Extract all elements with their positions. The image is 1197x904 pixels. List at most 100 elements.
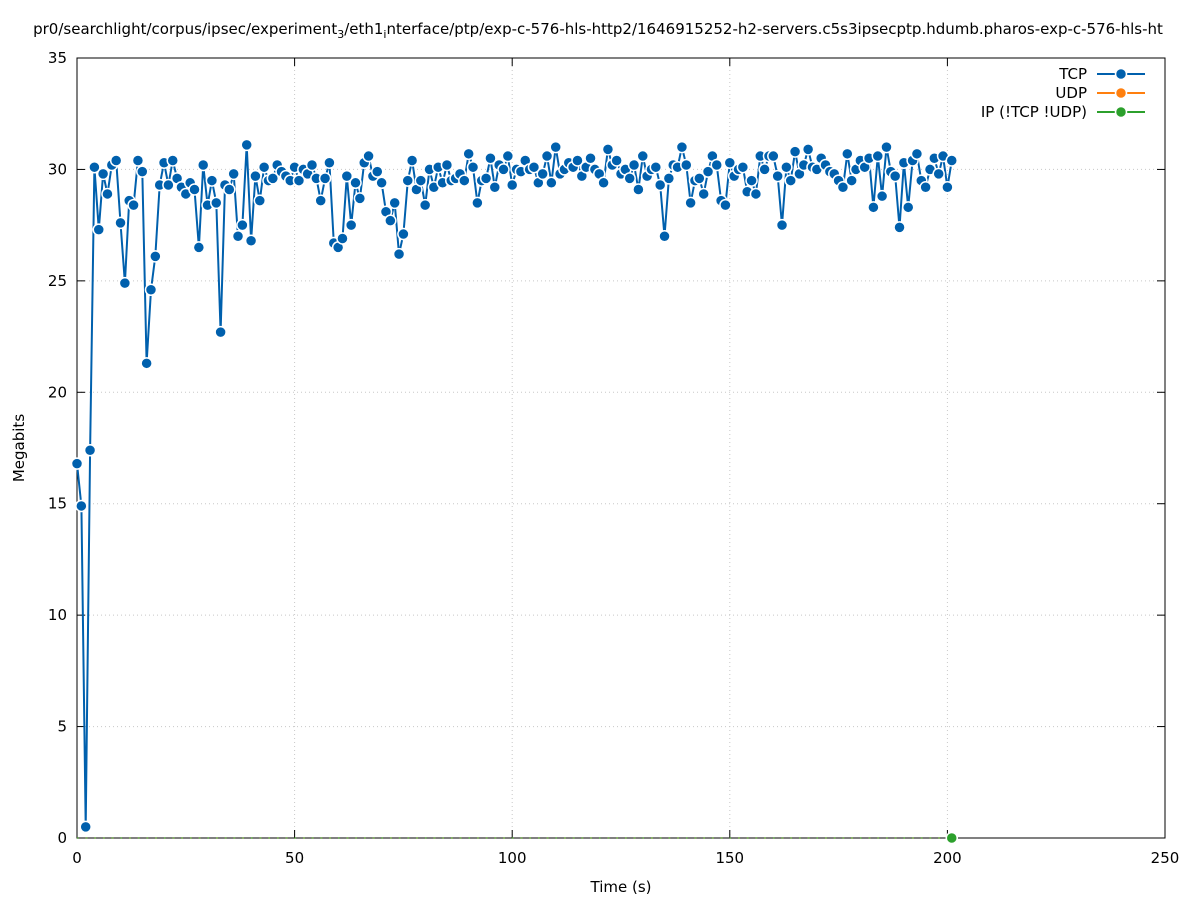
data-point [945, 831, 959, 845]
y-tick-label: 10 [48, 606, 67, 624]
data-point [384, 214, 397, 227]
data-point [767, 149, 780, 163]
data-point [196, 158, 210, 172]
x-tick-label: 250 [1151, 849, 1180, 867]
data-point [318, 172, 332, 185]
data-point [166, 154, 179, 167]
data-point [610, 154, 623, 167]
data-point [749, 187, 763, 201]
data-point [192, 241, 206, 254]
legend-marker [1114, 67, 1128, 81]
data-point [505, 178, 519, 192]
data-point [210, 196, 223, 210]
data-point [880, 140, 893, 154]
data-point [118, 276, 132, 290]
data-point [188, 183, 201, 196]
data-point [227, 167, 240, 181]
data-point [314, 194, 327, 207]
data-point [501, 149, 515, 163]
legend-label: TCP [1058, 65, 1087, 83]
data-point [601, 143, 615, 156]
data-point [736, 160, 750, 174]
data-point [875, 189, 889, 203]
data-point [836, 181, 850, 194]
data-point [623, 172, 636, 185]
x-tick-label: 0 [72, 849, 82, 867]
title-subscript: 3 [337, 28, 344, 41]
data-point [236, 218, 249, 232]
data-point [109, 154, 123, 167]
legend-label: IP (!TCP !UDP) [981, 103, 1087, 121]
data-point [893, 221, 906, 234]
data-point [244, 234, 258, 247]
series-line [76, 144, 953, 827]
data-point [305, 158, 319, 172]
title-part: nterface/ptp/exp-c-576-hls-http2/1646915… [386, 20, 1163, 38]
data-point [340, 169, 354, 183]
data-point [70, 457, 84, 470]
data-point [653, 178, 667, 192]
data-point [910, 147, 924, 161]
data-point [79, 820, 92, 834]
data-point [780, 160, 793, 174]
chart-title: pr0/searchlight/corpus/ipsec/experiment3… [33, 20, 1163, 41]
data-point [545, 176, 558, 190]
x-tick-label: 100 [498, 849, 527, 867]
data-point [136, 165, 149, 178]
data-point [919, 181, 932, 194]
data-point [527, 160, 541, 174]
data-point [375, 176, 388, 190]
title-part: pr0/searchlight/corpus/ipsec/experiment [33, 20, 337, 38]
data-point [479, 172, 493, 185]
data-point [214, 325, 227, 339]
data-point [888, 169, 902, 183]
data-point [83, 443, 97, 457]
data-point [662, 172, 676, 185]
y-tick-label: 5 [57, 718, 67, 736]
x-axis-label: Time (s) [590, 878, 652, 896]
data-point [697, 187, 710, 201]
data-point [471, 196, 484, 210]
data-point [249, 169, 262, 183]
data-point [932, 167, 945, 181]
y-tick-label: 15 [48, 495, 67, 513]
data-point [397, 227, 410, 241]
data-point [127, 198, 140, 212]
data-point [440, 158, 454, 172]
data-point [240, 138, 253, 152]
data-point [466, 160, 480, 174]
data-point [649, 160, 663, 174]
data-point [353, 192, 367, 205]
data-point [801, 143, 815, 156]
data-point [536, 167, 549, 181]
data-point [257, 160, 271, 174]
data-point [101, 187, 114, 201]
legend-marker [1114, 105, 1128, 119]
legend-marker [1114, 86, 1128, 100]
data-point [901, 201, 915, 214]
data-point [88, 160, 101, 174]
x-tick-label: 50 [285, 849, 304, 867]
data-point [719, 198, 732, 212]
data-point [401, 174, 415, 187]
data-point [945, 154, 959, 167]
data-point [323, 156, 336, 169]
x-tick-label: 150 [715, 849, 744, 867]
data-point [745, 174, 758, 187]
data-point [162, 178, 175, 192]
data-point [680, 158, 693, 172]
data-point [701, 165, 715, 178]
y-tick-label: 30 [48, 160, 67, 178]
data-point [788, 145, 802, 158]
data-point [632, 183, 645, 196]
data-point [92, 223, 106, 236]
y-tick-label: 25 [48, 272, 67, 290]
data-point [140, 357, 153, 370]
data-point [131, 154, 145, 167]
y-tick-label: 20 [48, 383, 67, 401]
data-point [205, 174, 219, 187]
data-point [388, 196, 401, 210]
y-tick-label: 35 [48, 49, 67, 67]
data-point [584, 152, 597, 165]
data-point [266, 172, 280, 185]
